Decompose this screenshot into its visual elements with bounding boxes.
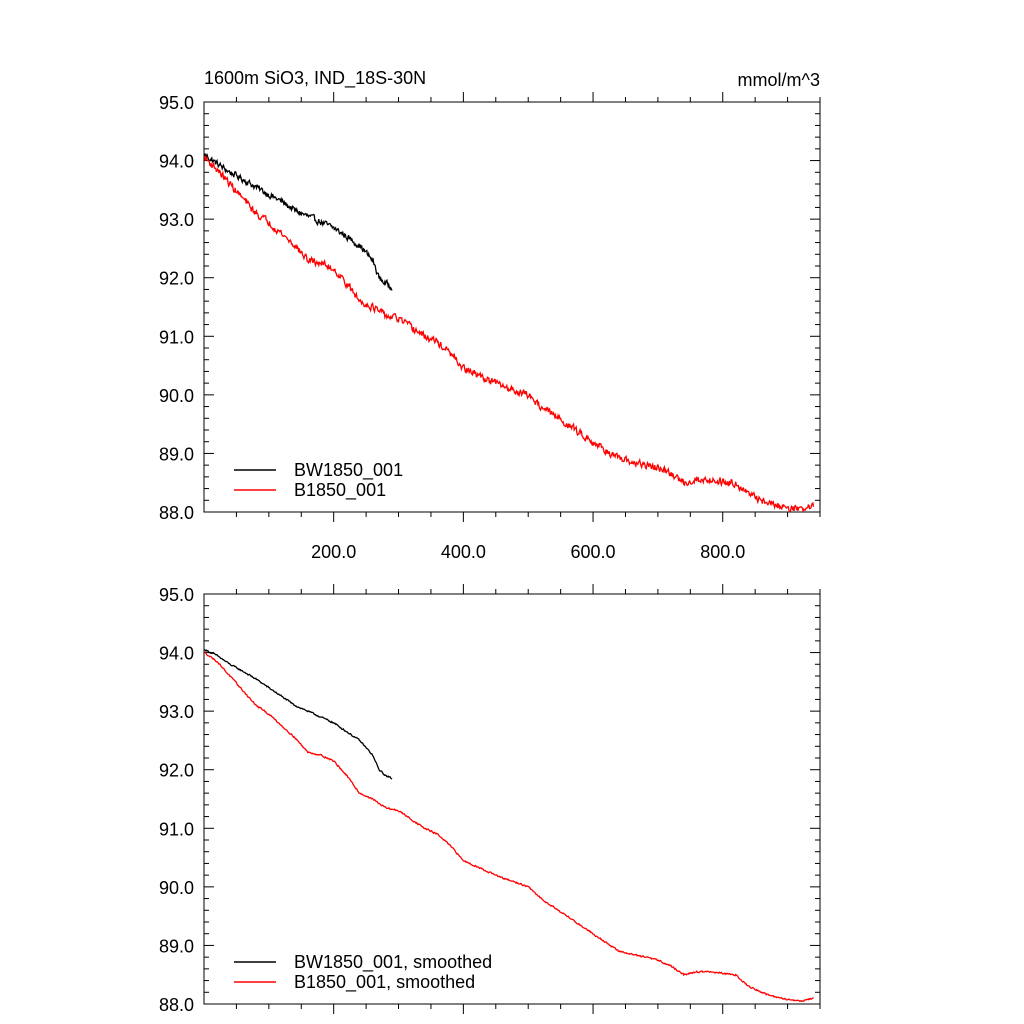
title-right: mmol/m^3 <box>738 70 820 90</box>
y-tick-label: 95.0 <box>159 93 194 113</box>
x-tick-label: 800.0 <box>700 542 745 562</box>
y-tick-label: 94.0 <box>159 644 194 664</box>
x-tick-label: 400.0 <box>441 542 486 562</box>
plot-frame <box>203 101 821 513</box>
legend-label: B1850_001, smoothed <box>294 972 475 993</box>
legend-label: BW1850_001, smoothed <box>294 952 492 973</box>
series-line-bw1850 <box>204 648 393 780</box>
y-tick-label: 88.0 <box>159 503 194 523</box>
y-tick-label: 93.0 <box>159 210 194 230</box>
y-tick-label: 92.0 <box>159 761 194 781</box>
legend-label: B1850_001 <box>294 480 386 501</box>
x-tick-label: 200.0 <box>311 542 356 562</box>
series-line-b1850 <box>204 651 814 1003</box>
y-tick-label: 94.0 <box>159 152 194 172</box>
y-tick-label: 89.0 <box>159 936 194 956</box>
top-panel: 88.0 89.0 90.0 91.0 92.0 93.0 94.0 95.0 200.0 400… <box>159 92 821 562</box>
y-tick-label: 92.0 <box>159 269 194 289</box>
y-tick-label: 90.0 <box>159 386 194 406</box>
y-tick-label: 95.0 <box>159 585 194 605</box>
y-tick-label: 91.0 <box>159 819 194 839</box>
legend-label: BW1850_001 <box>294 460 403 481</box>
series-line-b1850 <box>204 154 815 512</box>
bottom-panel: 88.0 89.0 90.0 91.0 92.0 93.0 94.0 95.0 BW1850_0… <box>159 584 821 1015</box>
y-tick-label: 88.0 <box>159 995 194 1015</box>
y-tick-label: 93.0 <box>159 702 194 722</box>
y-tick-label: 90.0 <box>159 878 194 898</box>
y-tick-label: 89.0 <box>159 444 194 464</box>
x-tick-label: 600.0 <box>571 542 616 562</box>
plot-frame <box>203 593 821 1005</box>
title-left: 1600m SiO3, IND_18S-30N <box>204 68 426 89</box>
series-line-bw1850 <box>204 152 393 291</box>
y-tick-label: 91.0 <box>159 327 194 347</box>
